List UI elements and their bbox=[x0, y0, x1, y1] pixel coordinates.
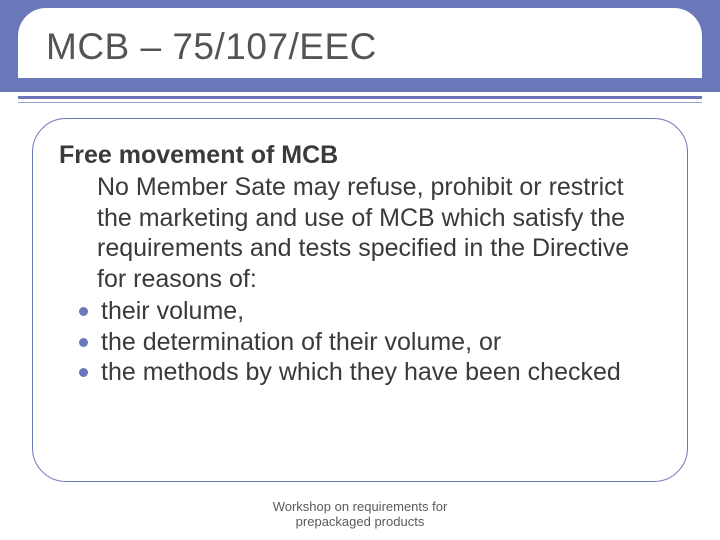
slide-footer: Workshop on requirements for prepackaged… bbox=[0, 499, 720, 530]
slide-title: MCB – 75/107/EEC bbox=[46, 26, 674, 68]
footer-line-1: Workshop on requirements for bbox=[273, 499, 448, 514]
content-frame: Free movement of MCB No Member Sate may … bbox=[32, 118, 688, 482]
list-item: the determination of their volume, or bbox=[79, 327, 661, 358]
title-container: MCB – 75/107/EEC bbox=[18, 8, 702, 78]
content-heading: Free movement of MCB bbox=[59, 141, 661, 170]
list-item: their volume, bbox=[79, 296, 661, 327]
divider-thin bbox=[18, 102, 702, 103]
content-intro: No Member Sate may refuse, prohibit or r… bbox=[97, 172, 661, 294]
bullet-list: their volume, the determination of their… bbox=[79, 296, 661, 388]
footer-line-2: prepackaged products bbox=[296, 514, 425, 529]
list-item: the methods by which they have been chec… bbox=[79, 357, 661, 388]
divider-thick bbox=[18, 96, 702, 99]
